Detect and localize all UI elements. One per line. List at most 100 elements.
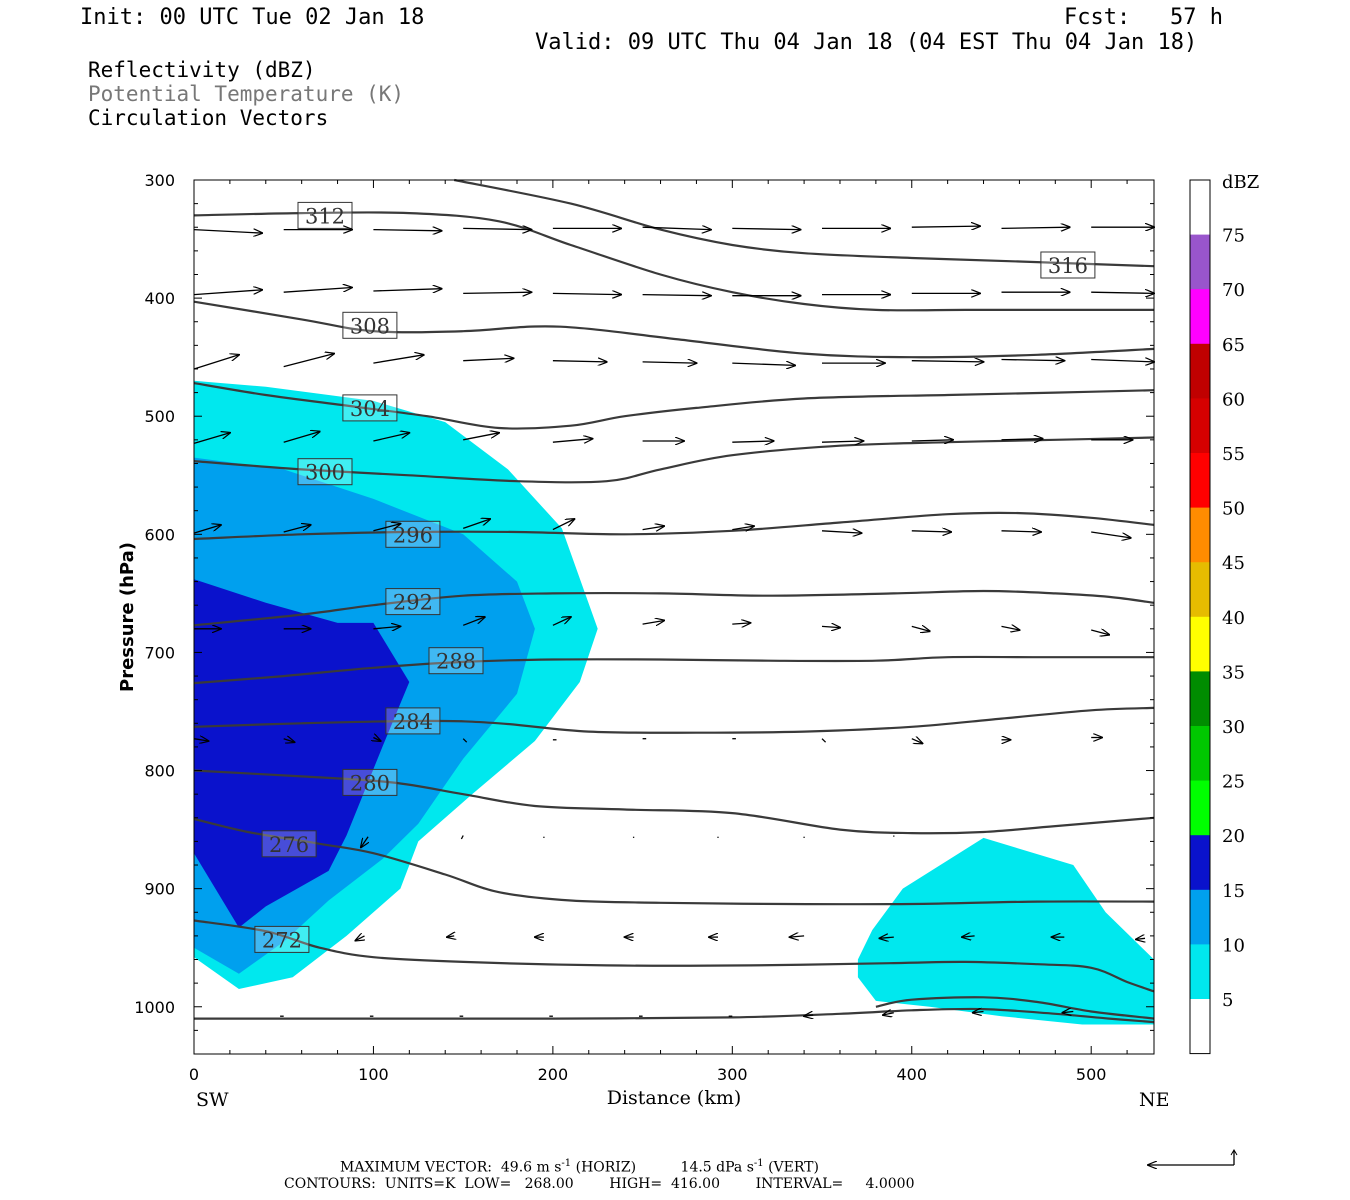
colorbar-label-55: 55 [1222,444,1245,465]
contour-label-box-288 [428,647,484,675]
x-tick-label-1: 100 [358,1065,389,1084]
theta-contour-296 [193,511,1155,541]
theta-contour-280 [193,769,1155,835]
circulation-vector-2-2 [373,355,423,364]
circulation-vector-1-0 [193,290,262,296]
colorbar-segment-11 [1190,780,1210,836]
contour-label-272: 272 [262,928,302,952]
exp-horiz: -1 [561,1158,572,1169]
circulation-vector-3-1 [283,432,320,443]
circulation-vector-1-4 [552,293,621,294]
theta-contour-low-13 [875,996,1155,1020]
init-time: Init: 00 UTC Tue 02 Jan 18 [80,5,425,30]
colorbar-label-40: 40 [1222,608,1245,629]
circulation-vector-3-0 [193,433,230,445]
theta-contour-272 [193,919,1155,993]
x-tick-label-0: 0 [189,1065,199,1084]
x-tick-label-4: 400 [896,1065,927,1084]
colorbar-segment-0 [1190,180,1210,236]
circulation-vector-1-5 [642,295,711,296]
circulation-vector-4-9 [1001,531,1042,532]
max-vector-text: MAXIMUM VECTOR: 49.6 m s-1 (HORIZ) 14.5 … [340,1158,819,1176]
y-tick-label-7: 1000 [134,998,175,1017]
circulation-vector-1-10 [1091,292,1154,293]
colorbar-segment-3 [1190,343,1210,399]
circulation-vector-4-6 [732,526,754,530]
circulation-vector-4-3 [462,519,490,530]
reflectivity-legend: Reflectivity (dBZ) [88,58,316,82]
contour-info: CONTOURS: UNITS=K LOW= 268.00 HIGH= 416.… [284,1176,915,1192]
circulation-vector-3-8 [911,440,953,441]
circulation-vector-3-7 [821,441,863,442]
circulation-vector-4-2 [373,524,400,532]
colorbar-segment-6 [1190,507,1210,563]
theta-contour-284 [193,706,1155,734]
colorbar-segment-15 [1190,999,1210,1055]
contour-label-316: 316 [1048,254,1088,278]
max-vector-prefix: MAXIMUM VECTOR: 49.6 m s [340,1159,562,1176]
y-tick-label-0: 300 [144,171,175,190]
colorbar-segment-7 [1190,562,1210,618]
colorbar-label-5: 5 [1222,990,1233,1011]
circulation-vector-2-4 [552,361,607,362]
contour-label-box-292 [385,588,441,616]
circulation-vector-4-7 [821,531,862,533]
circulation-vector-5-5 [642,621,665,625]
circulation-vector-4-8 [911,531,951,532]
colorbar-label-70: 70 [1222,280,1245,301]
circulation-vector-8-9 [1136,938,1145,939]
circulation-vector-5-8 [911,626,930,631]
x-tick-label-5: 500 [1076,1065,1107,1084]
circulation-vector-2-9 [1001,360,1065,361]
contour-label-308: 308 [350,314,390,338]
y-tick-label-6: 900 [144,880,175,899]
circulation-vector-0-5 [642,227,711,229]
contour-label-box-312 [297,201,353,229]
colorbar-label-35: 35 [1222,662,1245,683]
circulation-vector-6-8 [911,739,923,744]
circulation-vector-0-9 [1001,227,1070,228]
colorbar-segment-14 [1190,944,1210,1000]
colorbar-label-30: 30 [1222,717,1245,738]
max-vector-mid: (HORIZ) 14.5 dPa s [571,1159,754,1176]
y-axis-label: Pressure (hPa) [117,542,138,692]
contour-label-288: 288 [436,650,476,674]
circulation-vector-1-2 [373,289,441,291]
contour-label-284: 284 [393,710,433,734]
circulation-vector-3-3 [463,433,499,441]
reference-vector [1148,1149,1238,1165]
colorbar-segment-5 [1190,453,1210,509]
circulation-vector-8-5 [790,936,805,937]
y-tick-label-1: 400 [144,289,175,308]
colorbar-segment-4 [1190,398,1210,454]
circulation-vector-1-1 [283,288,352,293]
circulation-vector-8-0 [356,936,365,941]
x-tick-label-2: 200 [538,1065,569,1084]
contour-label-box-280 [342,768,398,796]
circulation-vector-4-5 [642,526,665,530]
contour-label-box-308 [342,311,398,339]
theta-contour-316 [453,178,1155,268]
x-axis-label: Distance (km) [607,1087,742,1109]
colorbar-label-10: 10 [1222,935,1245,956]
colorbar-label-20: 20 [1222,826,1245,847]
circulation-vector-3-2 [373,433,409,442]
circulation-vector-9-6 [804,1015,813,1016]
circulation-vector-9-9 [1063,1012,1074,1013]
circulation-vector-5-9 [1001,626,1020,630]
colorbar-segment-2 [1190,289,1210,345]
theta-contour-292 [193,589,1155,627]
contour-label-296: 296 [393,523,433,547]
theta-contour-low-12 [194,1007,1155,1024]
vectors-legend: Circulation Vectors [88,106,329,130]
circulation-vector-8-1 [447,936,454,937]
circulation-vector-2-6 [732,363,795,365]
circulation-vector-2-8 [911,361,984,362]
colorbar-segment-13 [1190,889,1210,945]
dbz-colorbar: 5 10 15 20 25 30 35 40 45 50 55 60 65 70 75 [1189,179,1245,1055]
circulation-vector-2-0 [193,355,239,370]
circulation-vector-6-1 [283,739,295,743]
contour-label-box-316 [1040,251,1096,279]
x-tick-label-3: 300 [717,1065,748,1084]
